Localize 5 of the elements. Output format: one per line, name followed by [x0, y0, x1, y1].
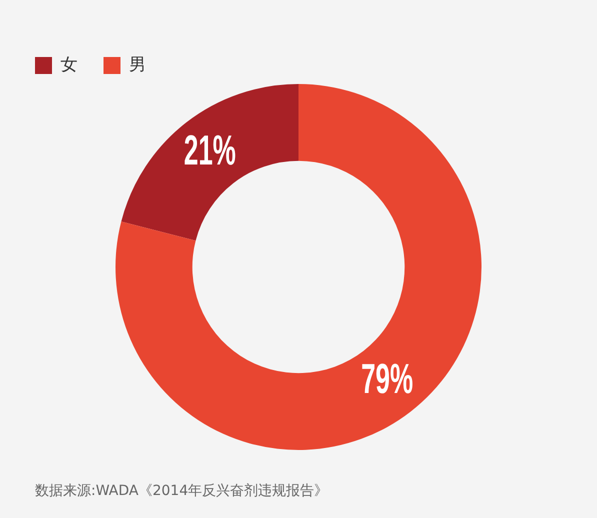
data-label: 21% [184, 127, 236, 174]
legend-label: 男 [129, 54, 146, 75]
source-note: 数据来源:WADA《2014年反兴奋剂违规报告》 [35, 482, 328, 500]
data-label: 79% [361, 356, 414, 402]
legend-label: 女 [60, 54, 78, 75]
